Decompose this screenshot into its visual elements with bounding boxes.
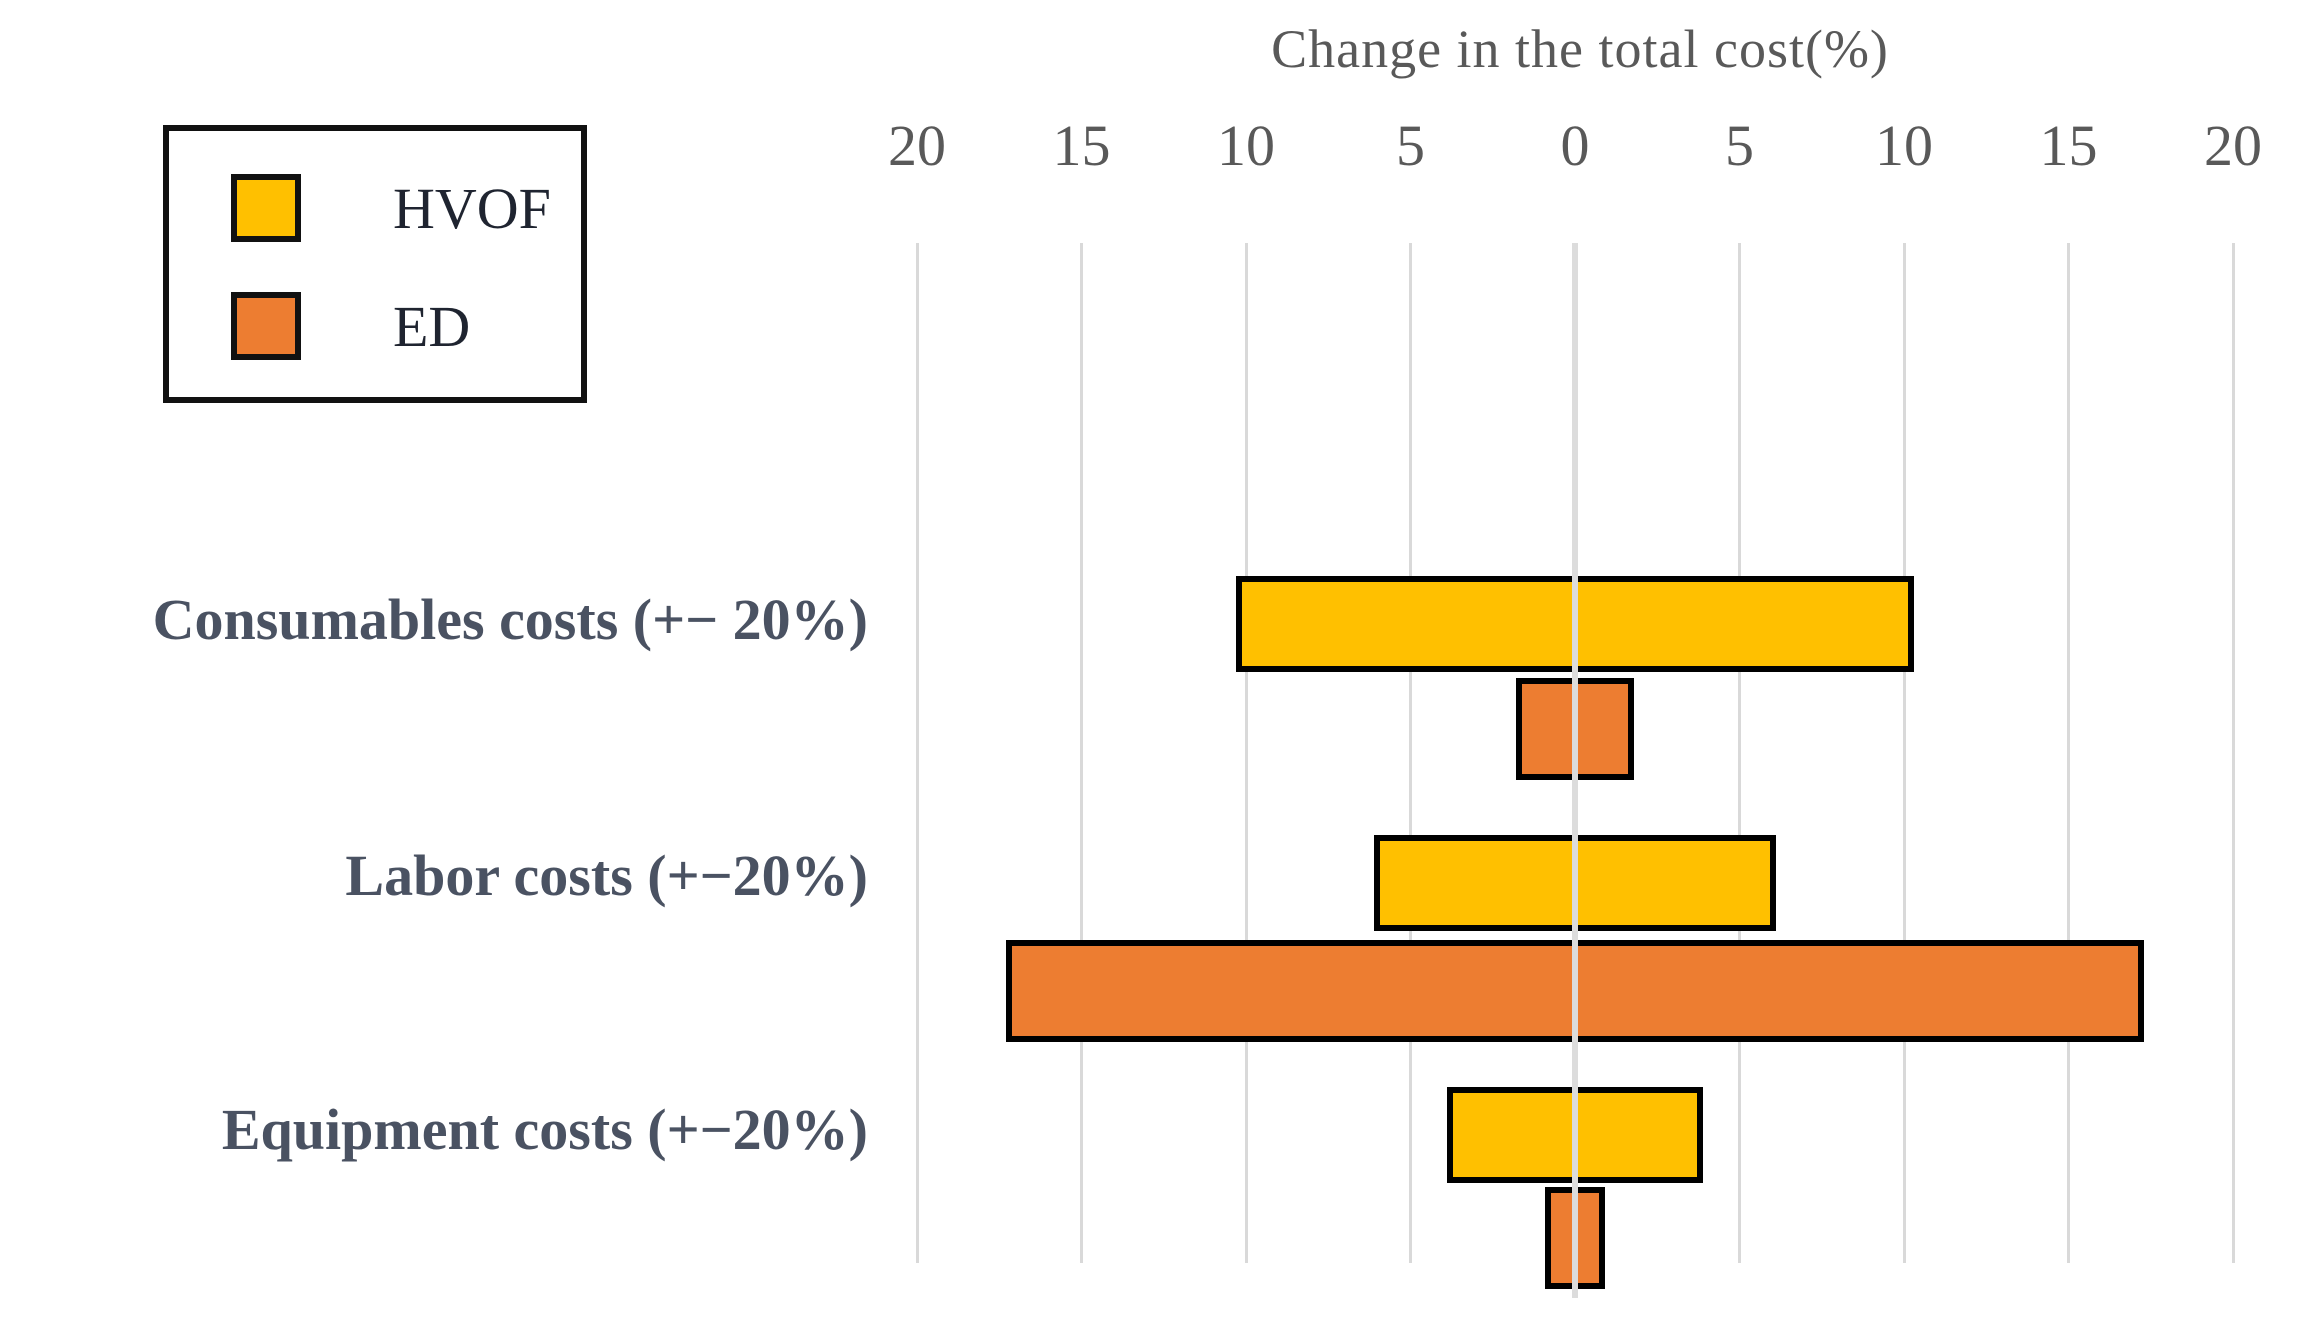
ed-swatch-icon [231,292,301,360]
gridline-10 [1244,243,1248,1263]
axis-title: Change in the total cost(%) [1271,19,1889,79]
x-tick-label: 10 [1217,113,1275,178]
x-tick-label: 5 [1725,113,1754,178]
gridline-5 [1409,243,1412,1263]
x-tick-label: 15 [2039,113,2098,178]
x-tick-label: 20 [888,113,946,178]
x-tick-label: 5 [1396,113,1425,178]
gridline-5 [1738,243,1741,1263]
legend-item-hvof: HVOF [169,173,581,243]
zero-gridline [1572,243,1578,1298]
x-tick-label: 10 [1875,113,1933,178]
gridline-10 [1902,243,1906,1263]
x-tick-label: 15 [1052,113,1111,178]
legend: HVOF ED [163,125,587,403]
hvof-swatch-icon [231,174,301,242]
legend-label-ed: ED [393,293,471,359]
category-label-labor: Labor costs (+−20%) [345,843,868,908]
x-tick-label: 0 [1560,113,1590,178]
gridline-20 [915,243,919,1263]
legend-label-hvof: HVOF [393,175,551,241]
x-tick-label: 20 [2204,113,2262,178]
gridline-15 [2067,243,2070,1263]
legend-item-ed: ED [169,291,581,361]
category-label-consumables: Consumables costs (+− 20%) [152,587,868,652]
gridline-20 [2231,243,2235,1263]
gridline-15 [1080,243,1083,1263]
category-label-equipment: Equipment costs (+−20%) [221,1097,868,1162]
